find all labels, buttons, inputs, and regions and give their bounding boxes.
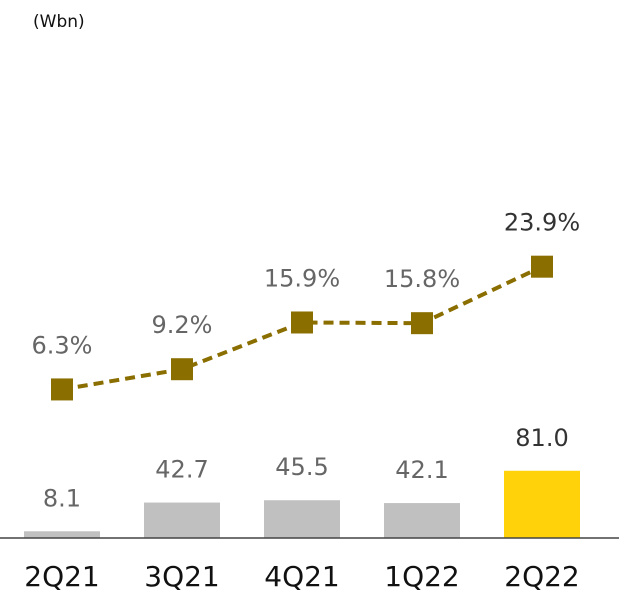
line-marker <box>411 312 433 335</box>
x-tick-label: 3Q21 <box>144 560 219 593</box>
line-value-label: 15.8% <box>384 265 460 293</box>
bar <box>24 531 100 538</box>
line-value-label: 15.9% <box>264 264 340 292</box>
x-tick-label: 2Q22 <box>504 560 579 593</box>
x-tick-label: 1Q22 <box>384 560 459 593</box>
bar-value-label: 45.5 <box>275 453 328 481</box>
line-marker <box>171 358 193 381</box>
line-value-label: 6.3% <box>32 331 93 359</box>
line-marker <box>51 378 73 401</box>
line <box>61 264 543 392</box>
x-tick-label: 2Q21 <box>24 560 99 593</box>
bar-value-label: 42.1 <box>395 456 448 484</box>
line-marker <box>291 311 313 334</box>
bar-value-label: 81.0 <box>515 424 568 452</box>
line-marker <box>531 255 553 278</box>
bar <box>384 503 460 538</box>
bar-value-label: 8.1 <box>43 484 81 512</box>
line-value-label: 23.9% <box>504 209 580 237</box>
bar-value-label: 42.7 <box>155 456 208 484</box>
x-tick-label: 4Q21 <box>264 560 339 593</box>
bar <box>504 470 580 538</box>
unit-label: (Wbn) <box>33 12 85 32</box>
bar <box>264 500 340 538</box>
line-value-label: 9.2% <box>152 311 213 339</box>
bar <box>144 502 220 538</box>
